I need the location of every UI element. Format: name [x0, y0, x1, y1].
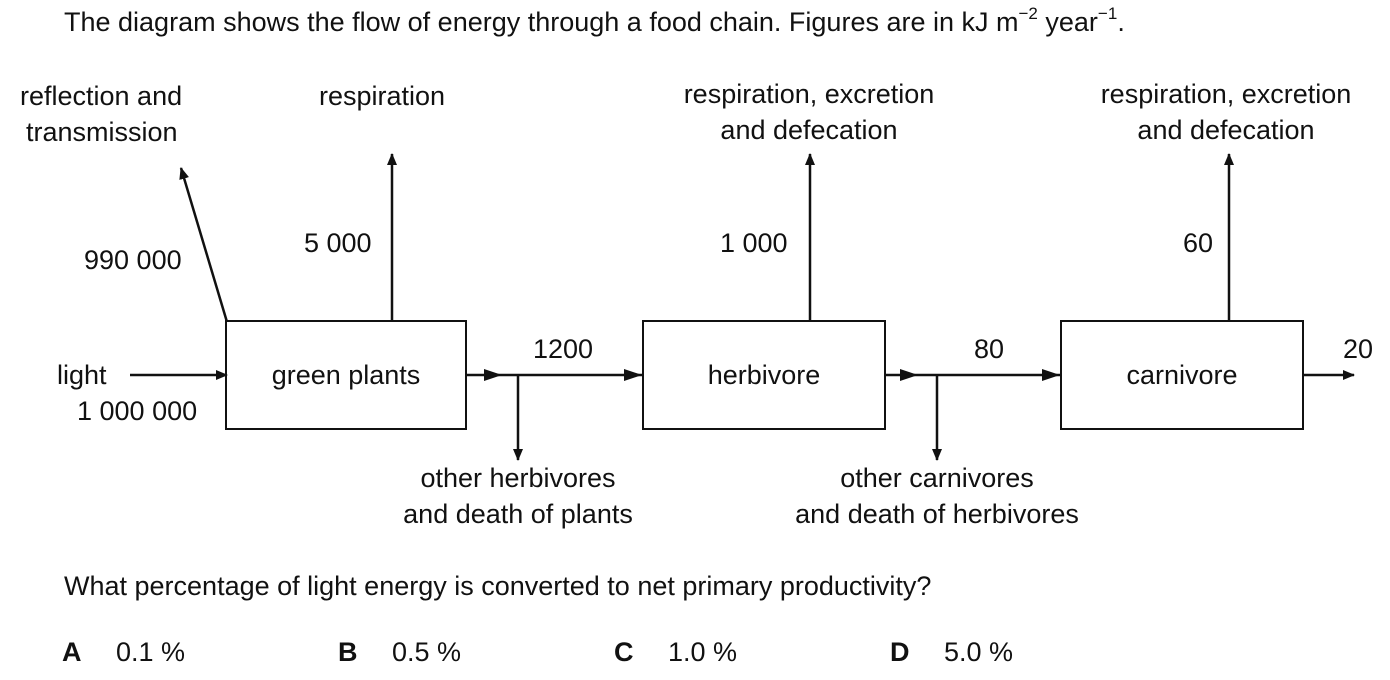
green-plants-box: green plants [225, 320, 467, 430]
herbivore-box: herbivore [642, 320, 886, 430]
intro-unit2: year [1037, 7, 1098, 37]
question-text: What percentage of light energy is conve… [64, 571, 932, 601]
option-a[interactable]: A 0.1 % [62, 637, 185, 668]
plants-to-herbivore-value: 1200 [533, 334, 594, 364]
option-c-text: 1.0 % [668, 637, 738, 667]
green-plants-label: green plants [271, 359, 421, 390]
other-herbivores-line1: other herbivores [420, 463, 616, 493]
plant-respiration-value: 5 000 [304, 228, 372, 258]
light-label: light [57, 360, 107, 390]
reflection-label-line1: reflection and [20, 81, 183, 111]
herbivore-loss-label: respiration, excretion and defecation [659, 76, 959, 148]
carnivore-box: carnivore [1060, 320, 1304, 430]
herbivore-to-carnivore-value: 80 [974, 334, 1005, 364]
option-d[interactable]: D 5.0 % [890, 637, 1013, 668]
other-carnivores-line1: other carnivores [840, 463, 1034, 493]
herbivore-loss-value: 1 000 [720, 228, 788, 258]
carnivore-loss-label: respiration, excretion and defecation [1076, 76, 1376, 148]
intro-text: The diagram shows the flow of energy thr… [64, 4, 1125, 38]
herbivore-outflow-head [900, 369, 918, 381]
carnivore-loss-line1: respiration, excretion [1100, 79, 1352, 109]
option-d-text: 5.0 % [944, 637, 1014, 667]
option-d-letter: D [890, 637, 910, 667]
intro-exp1: −2 [1018, 4, 1038, 23]
herbivore-loss-line1: respiration, excretion [683, 79, 935, 109]
option-b-text: 0.5 % [392, 637, 462, 667]
option-a-letter: A [62, 637, 82, 667]
other-herbivores-line2: and death of plants [403, 499, 633, 529]
carnivore-inflow-head [1042, 369, 1060, 381]
other-carnivores-line2: and death of herbivores [795, 499, 1079, 529]
carnivore-out-value: 20 [1343, 334, 1374, 364]
reflection-label: reflection and transmission [20, 78, 182, 150]
carnivore-loss-line2: and defecation [1137, 115, 1315, 145]
other-carnivores-label: other carnivores and death of herbivores [767, 460, 1107, 532]
herbivore-inflow-head [624, 369, 642, 381]
intro-sentence: The diagram shows the flow of energy thr… [64, 7, 1019, 37]
intro-end: . [1117, 7, 1125, 37]
reflection-label-line2: transmission [26, 117, 178, 147]
option-b[interactable]: B 0.5 % [338, 637, 461, 668]
carnivore-label: carnivore [1126, 359, 1238, 390]
light-value: 1 000 000 [77, 396, 198, 426]
option-b-letter: B [338, 637, 358, 667]
intro-exp2: −1 [1097, 4, 1118, 23]
option-a-text: 0.1 % [116, 637, 186, 667]
plant-respiration-label: respiration [319, 81, 446, 111]
carnivore-loss-value: 60 [1183, 228, 1214, 258]
other-herbivores-label: other herbivores and death of plants [368, 460, 668, 532]
reflection-arrow [179, 167, 229, 323]
plants-outflow-head [484, 369, 502, 381]
option-c-letter: C [614, 637, 634, 667]
reflection-value: 990 000 [84, 245, 182, 275]
option-c[interactable]: C 1.0 % [614, 637, 737, 668]
herbivore-loss-line2: and defecation [720, 115, 898, 145]
herbivore-label: herbivore [707, 359, 821, 390]
